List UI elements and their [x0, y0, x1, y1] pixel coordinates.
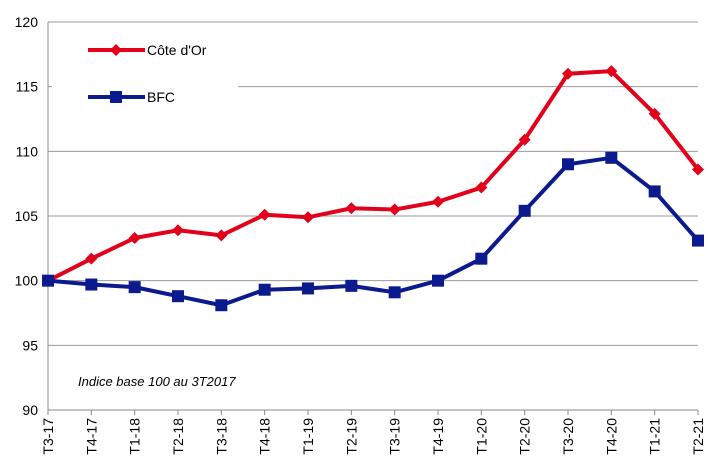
- annotation: Indice base 100 au 3T2017: [78, 374, 236, 389]
- data-point: [128, 281, 141, 294]
- data-point: [85, 252, 98, 265]
- x-tick-label: T4-19: [430, 418, 446, 455]
- data-point: [172, 224, 184, 237]
- x-tick-label: T2-20: [517, 418, 533, 455]
- data-point: [128, 231, 141, 244]
- series-line: [47, 155, 700, 308]
- data-point: [432, 274, 444, 287]
- y-tick-label: 110: [16, 143, 39, 159]
- data-point: [562, 67, 574, 80]
- data-point: [258, 283, 271, 296]
- data-point: [648, 107, 661, 120]
- data-point: [692, 163, 704, 176]
- data-point: [388, 203, 401, 216]
- x-tick-label: T3-17: [40, 418, 56, 455]
- y-tick-label: 90: [22, 402, 38, 418]
- legend-marker: [110, 91, 122, 103]
- data-point: [302, 282, 314, 295]
- x-tick-label: T1-18: [127, 418, 143, 455]
- x-tick-label: T3-19: [387, 418, 403, 455]
- x-tick-label: T1-21: [647, 418, 663, 455]
- data-point: [518, 204, 531, 217]
- x-tick-label: T4-20: [603, 418, 619, 455]
- data-point: [388, 286, 401, 299]
- x-tick-label: T1-20: [473, 418, 489, 455]
- x-tick-label: T3-18: [213, 418, 229, 455]
- x-tick-label: T2-21: [690, 418, 706, 455]
- y-tick-label: 115: [16, 79, 39, 95]
- data-point: [345, 202, 358, 215]
- data-point: [475, 252, 488, 265]
- data-point: [172, 290, 184, 303]
- data-point: [42, 274, 54, 287]
- legend-label: BFC: [147, 89, 175, 105]
- x-tick-label: T2-18: [170, 418, 186, 455]
- y-tick-label: 105: [15, 208, 39, 224]
- data-point: [518, 133, 531, 146]
- data-point: [345, 279, 358, 292]
- data-point: [432, 195, 444, 208]
- x-tick-label: T1-19: [300, 418, 316, 455]
- legend-marker: [110, 44, 122, 56]
- data-point: [475, 181, 488, 194]
- legend-label: Côte d'Or: [147, 42, 207, 58]
- x-tick-label: T2-19: [343, 418, 359, 455]
- x-tick-label: T4-17: [83, 418, 99, 455]
- y-tick-label: 120: [15, 14, 39, 30]
- data-point: [258, 208, 271, 221]
- data-point: [215, 229, 228, 242]
- x-tick-label: T3-20: [560, 418, 576, 455]
- data-point: [85, 278, 98, 291]
- series-line: [47, 69, 700, 283]
- data-point: [605, 151, 618, 164]
- data-point: [562, 158, 574, 171]
- data-point: [648, 185, 661, 198]
- data-point: [215, 299, 228, 312]
- x-tick-label: T4-18: [257, 418, 273, 455]
- y-tick-label: 100: [15, 273, 39, 289]
- data-point: [302, 211, 314, 224]
- legend-box: [52, 30, 238, 118]
- data-point: [605, 65, 618, 78]
- y-tick-label: 95: [22, 337, 38, 353]
- data-point: [692, 234, 704, 247]
